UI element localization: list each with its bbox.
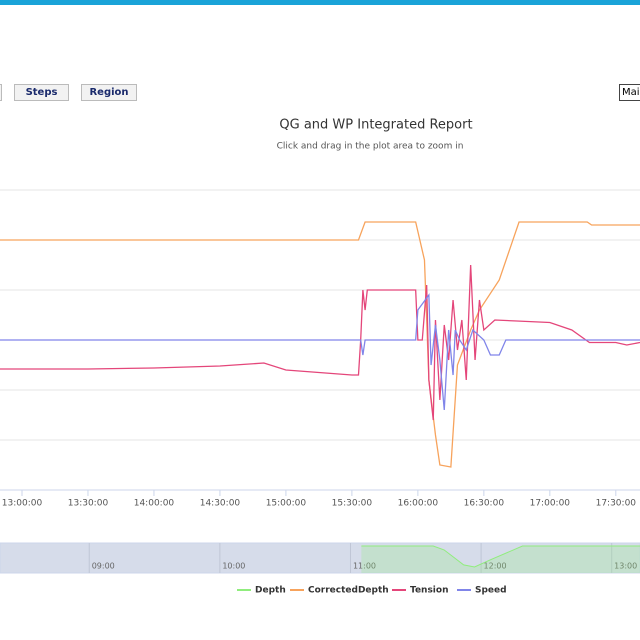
navigator-tick-label: 10:00 [222, 562, 245, 571]
legend-label[interactable]: Speed [475, 586, 507, 596]
region-button[interactable]: Region [81, 84, 137, 101]
navigator-bg [0, 542, 640, 574]
x-tick-label: 13:00:00 [2, 499, 43, 509]
legend-label[interactable]: Tension [410, 586, 449, 596]
select[interactable]: Main [619, 84, 640, 101]
series-line [0, 221, 640, 468]
navigator-tick-label: 13:00 [614, 562, 637, 571]
button[interactable] [0, 84, 2, 101]
x-tick-label: 15:00:00 [266, 499, 307, 509]
chart-title: QG and WP Integrated Report [279, 118, 472, 133]
series-line [0, 264, 640, 421]
series-line [0, 293, 640, 411]
legend-label[interactable]: CorrectedDepth [308, 586, 389, 596]
navigator-tick-label: 09:00 [92, 562, 115, 571]
x-tick-label: 16:00:00 [398, 499, 439, 509]
x-tick-label: 17:00:00 [530, 499, 571, 509]
navigator-tick-label: 11:00 [353, 562, 376, 571]
x-tick-label: 15:30:00 [332, 499, 373, 509]
chart-subtitle: Click and drag in the plot area to zoom … [277, 142, 464, 152]
legend-label[interactable]: Depth [255, 586, 286, 596]
top-bar [0, 0, 640, 5]
x-tick-label: 13:30:00 [68, 499, 109, 509]
x-tick-label: 14:00:00 [134, 499, 175, 509]
x-tick-label: 16:30:00 [464, 499, 505, 509]
x-tick-label: 14:30:00 [200, 499, 241, 509]
navigator-line [361, 545, 640, 568]
steps-button[interactable]: Steps [14, 84, 69, 101]
x-tick-label: 17:30:00 [596, 499, 637, 509]
navigator-tick-label: 12:00 [484, 562, 507, 571]
navigator-area [361, 546, 640, 573]
